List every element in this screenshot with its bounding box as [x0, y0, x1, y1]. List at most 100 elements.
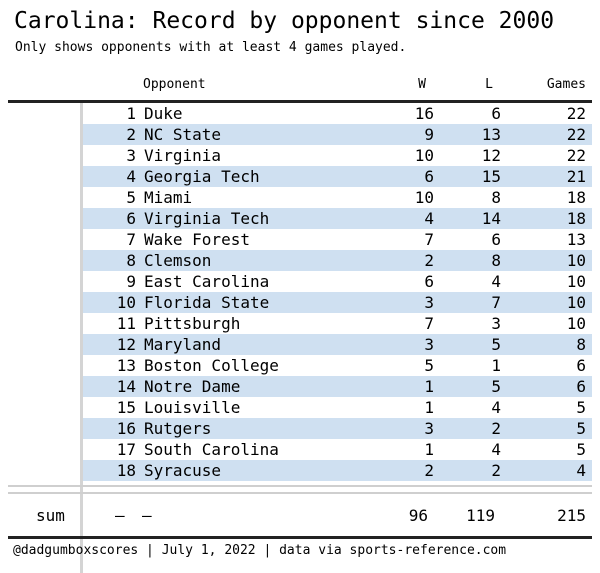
row-games: 6 — [576, 377, 586, 396]
row-rank: 13 — [116, 356, 136, 375]
summary-l: 119 — [466, 506, 495, 525]
row-losses: 8 — [491, 188, 501, 207]
row-wins: 1 — [424, 398, 434, 417]
row-wins: 1 — [424, 440, 434, 459]
table-row: 12 Maryland 3 5 8 — [83, 334, 592, 355]
row-wins: 7 — [424, 230, 434, 249]
chart-title: Carolina: Record by opponent since 2000 — [14, 8, 555, 34]
row-wins: 4 — [424, 209, 434, 228]
row-rank: 10 — [116, 293, 136, 312]
row-wins: 5 — [424, 356, 434, 375]
row-games: 18 — [566, 209, 586, 228]
row-rank: 16 — [116, 419, 136, 438]
row-rank: 15 — [116, 398, 136, 417]
row-wins: 3 — [424, 293, 434, 312]
table-row: 1 Duke 16 6 22 — [83, 103, 592, 124]
table-row: 2 NC State 9 13 22 — [83, 124, 592, 145]
row-rank: 6 — [126, 209, 136, 228]
row-games: 10 — [566, 251, 586, 270]
row-opponent: Pittsburgh — [144, 314, 241, 333]
row-wins: 6 — [424, 167, 434, 186]
table-row: 9 East Carolina 6 4 10 — [83, 271, 592, 292]
row-wins: 2 — [424, 461, 434, 480]
row-losses: 2 — [491, 461, 501, 480]
summary-rule — [8, 485, 592, 494]
row-rank: 5 — [126, 188, 136, 207]
row-opponent: Wake Forest — [144, 230, 250, 249]
row-opponent: Clemson — [144, 251, 212, 270]
table-row: 7 Wake Forest 7 6 13 — [83, 229, 592, 250]
row-rank: 2 — [126, 125, 136, 144]
header-opponent: Opponent — [143, 77, 206, 92]
row-wins: 10 — [414, 146, 434, 165]
row-rank: 11 — [116, 314, 136, 333]
row-losses: 4 — [491, 272, 501, 291]
record-table: Opponent W L Games 1 Duke 16 6 22 2 NC State 9 1… — [8, 70, 592, 573]
row-losses: 6 — [491, 104, 501, 123]
summary-games: 215 — [557, 506, 586, 525]
row-rank: 12 — [116, 335, 136, 354]
table-row: 15 Louisville 1 4 5 — [83, 397, 592, 418]
row-rank: 17 — [116, 440, 136, 459]
row-opponent: Duke — [144, 104, 183, 123]
row-wins: 1 — [424, 377, 434, 396]
row-wins: 10 — [414, 188, 434, 207]
row-opponent: Virginia Tech — [144, 209, 270, 228]
row-games: 22 — [566, 104, 586, 123]
row-losses: 5 — [491, 377, 501, 396]
header-w: W — [418, 77, 426, 92]
row-opponent: East Carolina — [144, 272, 270, 291]
table-row: 10 Florida State 3 7 10 — [83, 292, 592, 313]
row-rank: 1 — [126, 104, 136, 123]
row-games: 10 — [566, 293, 586, 312]
row-opponent: Notre Dame — [144, 377, 241, 396]
row-games: 5 — [576, 398, 586, 417]
row-wins: 7 — [424, 314, 434, 333]
row-opponent: NC State — [144, 125, 222, 144]
table-row: 8 Clemson 2 8 10 — [83, 250, 592, 271]
row-opponent: Louisville — [144, 398, 241, 417]
table-row: 5 Miami 10 8 18 — [83, 187, 592, 208]
row-losses: 14 — [481, 209, 501, 228]
chart-footer: @dadgumboxscores | July 1, 2022 | data v… — [13, 543, 507, 558]
row-opponent: Syracuse — [144, 461, 222, 480]
row-wins: 3 — [424, 419, 434, 438]
row-losses: 4 — [491, 398, 501, 417]
row-wins: 3 — [424, 335, 434, 354]
table-row: 13 Boston College 5 1 6 — [83, 355, 592, 376]
summary-rank: — — [115, 506, 125, 525]
summary-w: 96 — [408, 506, 428, 525]
index-divider — [80, 103, 83, 573]
row-games: 13 — [566, 230, 586, 249]
row-games: 5 — [576, 440, 586, 459]
table-row: 14 Notre Dame 1 5 6 — [83, 376, 592, 397]
row-games: 8 — [576, 335, 586, 354]
footer-rule — [8, 536, 592, 539]
row-wins: 9 — [424, 125, 434, 144]
row-losses: 12 — [481, 146, 501, 165]
row-games: 18 — [566, 188, 586, 207]
table-row: 17 South Carolina 1 4 5 — [83, 439, 592, 460]
row-games: 22 — [566, 125, 586, 144]
row-opponent: Georgia Tech — [144, 167, 260, 186]
row-rank: 7 — [126, 230, 136, 249]
header-rule — [8, 100, 592, 103]
header-games: Games — [546, 77, 586, 92]
row-games: 22 — [566, 146, 586, 165]
row-losses: 4 — [491, 440, 501, 459]
table-row: 3 Virginia 10 12 22 — [83, 145, 592, 166]
row-opponent: Maryland — [144, 335, 222, 354]
row-opponent: Virginia — [144, 146, 222, 165]
row-losses: 13 — [481, 125, 501, 144]
row-losses: 3 — [491, 314, 501, 333]
row-rank: 18 — [116, 461, 136, 480]
row-opponent: South Carolina — [144, 440, 279, 459]
summary-label: sum — [36, 506, 65, 525]
row-games: 10 — [566, 272, 586, 291]
table-row: 4 Georgia Tech 6 15 21 — [83, 166, 592, 187]
row-wins: 16 — [414, 104, 434, 123]
row-opponent: Miami — [144, 188, 193, 207]
row-rank: 3 — [126, 146, 136, 165]
row-losses: 6 — [491, 230, 501, 249]
table-row: 18 Syracuse 2 2 4 — [83, 460, 592, 481]
